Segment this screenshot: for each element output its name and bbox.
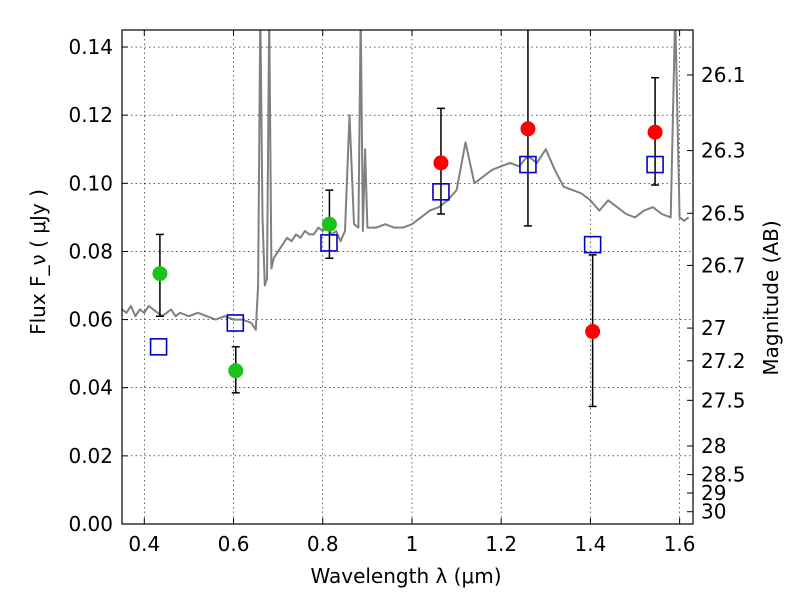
y-axis-ticks: 0.00 0.02 0.04 0.06 0.08 0.10 0.12 0.14 [68,35,128,536]
magnitude-tick-label: 30 [701,500,726,524]
x-tick-label: 0.8 [307,532,339,556]
y-tick-label: 0.06 [68,308,113,332]
magnitude-tick-label: 26.1 [701,63,746,87]
magnitude-tick-label: 26.7 [701,253,746,277]
y-tick-label: 0.10 [68,171,113,195]
spectrum-line-series [122,30,690,331]
y-tick-label: 0.00 [68,512,113,536]
grid [122,30,693,525]
y-tick-label: 0.02 [68,444,113,468]
model-point [226,314,245,332]
magnitude-tick-label: 26.5 [701,201,746,225]
magnitude-tick-label: 29 [701,481,726,505]
magnitude-tick-label: 28.5 [701,463,746,487]
photometry-point [585,324,601,340]
x-tick-label: 1.4 [574,532,606,556]
model-point [519,155,537,174]
photometry-point [321,216,337,232]
photometry-point [647,124,663,140]
photometry-point [152,266,168,282]
data-markers [149,121,664,379]
model-point [149,338,168,356]
x-axis-label: Wavelength λ (μm) [310,564,501,588]
magnitude-tick-label: 26.3 [701,139,746,163]
x-axis-ticks: 0.4 0.6 0.8 1 1.2 1.4 1.6 [128,30,696,556]
y-tick-label: 0.14 [68,35,113,59]
x-tick-label: 0.6 [218,532,250,556]
y-tick-label: 0.04 [68,376,113,400]
error-bars [155,30,660,408]
photometry-point [520,121,536,137]
x-tick-label: 0.4 [128,532,160,556]
y-tick-label: 0.12 [68,103,113,127]
magnitude-tick-label: 27.5 [701,388,746,412]
plot-frame [121,29,694,525]
x-tick-label: 1.6 [664,532,696,556]
model-point [646,155,664,174]
magnitude-tick-label: 27 [701,316,726,340]
magnitude-tick-label: 27.2 [701,349,746,373]
y-axis-label: Flux F_ν ( μJy ) [26,189,50,335]
x-tick-label: 1.2 [485,532,517,556]
magnitude-tick-label: 28 [701,434,726,458]
model-point [320,234,338,252]
photometry-point [433,155,449,171]
y-tick-label: 0.08 [68,239,113,263]
model-point [583,235,602,254]
photometry-point [228,363,244,379]
x-tick-label: 1 [406,532,419,556]
spectrum-line [122,30,690,331]
magnitude-axis-label: Magnitude (AB) [759,220,783,375]
model-point [432,183,450,201]
axes-frame [121,29,694,525]
